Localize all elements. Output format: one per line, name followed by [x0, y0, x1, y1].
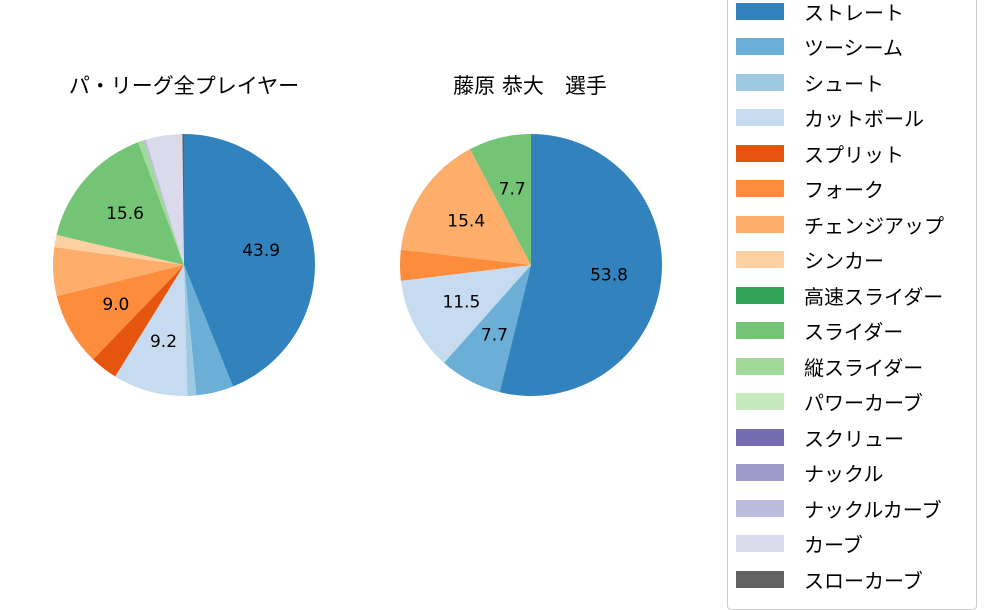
legend-label: 高速スライダー	[804, 284, 944, 309]
right-pie-chart: 53.87.711.515.47.7	[400, 134, 662, 396]
legend-item: ナックル	[736, 461, 884, 486]
legend-label: ストレート	[804, 0, 904, 25]
legend-swatch	[736, 180, 784, 197]
legend-swatch	[736, 535, 784, 552]
pie-slice	[138, 140, 184, 265]
left-chart-title: パ・リーグ全プレイヤー	[68, 74, 300, 98]
slice-value-label: 43.9	[242, 241, 280, 261]
pie-slice	[470, 134, 531, 265]
legend-item: チェンジアップ	[736, 212, 944, 238]
legend: ストレートツーシームシュートカットボール スプリットフォークチェンジアップ シンカー…	[727, 0, 977, 610]
legend-label: シンカー	[804, 249, 884, 273]
legend-item: ナックルカーブ	[736, 496, 942, 522]
legend-item: ストレート	[736, 0, 904, 25]
legend-label: ツーシーム	[804, 36, 903, 60]
legend-label: パワーカーブ	[804, 391, 923, 415]
pie-slice	[56, 142, 184, 265]
legend-label: 縦スライダー	[804, 355, 924, 380]
legend-item: スプリット	[736, 141, 904, 167]
slice-value-label: 9.0	[102, 295, 129, 315]
legend-label: スローカーブ	[804, 568, 923, 593]
legend-item: スクリュー	[736, 425, 904, 451]
pie-slice	[184, 134, 315, 387]
legend-item: パワーカーブ	[736, 390, 923, 415]
pie-slice	[54, 234, 184, 265]
pie-slice	[499, 134, 662, 396]
legend-label: スクリュー	[804, 426, 904, 451]
legend-item: スローカーブ	[736, 567, 923, 593]
legend-label: カットボール	[804, 107, 924, 131]
legend-label: ナックル	[804, 462, 884, 486]
pie-slice	[56, 265, 184, 360]
legend-swatch	[736, 38, 784, 55]
legend-item: シンカー	[736, 248, 884, 273]
pie-slice	[400, 249, 531, 281]
pie-slice	[93, 265, 184, 377]
slice-value-label: 15.6	[106, 204, 144, 224]
slice-value-label: 9.2	[150, 332, 177, 352]
pie-slice	[184, 265, 197, 396]
legend-swatch	[736, 393, 784, 410]
legend-label: チェンジアップ	[804, 213, 944, 238]
legend-swatch	[736, 357, 784, 375]
right-chart-title: 藤原 恭大 選手	[453, 74, 607, 98]
legend-item: カーブ	[736, 532, 863, 557]
pie-slice	[184, 265, 233, 396]
slice-value-label: 7.7	[499, 180, 526, 200]
legend-swatch	[736, 322, 784, 339]
legend-item: スライダー	[736, 319, 904, 344]
pie-charts: 43.99.29.015.6 53.87.711.515.47.7	[53, 134, 662, 396]
legend-item: フォーク	[736, 177, 884, 202]
legend-swatch	[736, 144, 784, 162]
legend-item: シュート	[736, 70, 884, 96]
left-pie-chart: 43.9 9.2 9.0 15.6	[53, 134, 315, 396]
legend-swatch	[736, 286, 784, 304]
legend-swatch	[736, 570, 784, 588]
pie-slice	[145, 134, 184, 265]
legend-swatch	[736, 251, 784, 268]
pie-slice	[400, 265, 531, 363]
slice-value-label: 7.7	[481, 326, 508, 346]
pie-slice	[143, 139, 184, 265]
legend-label: ナックルカーブ	[804, 497, 942, 522]
slice-value-label: 15.4	[447, 211, 485, 231]
slice-value-label: 53.8	[590, 265, 628, 285]
pie-slice	[400, 149, 531, 265]
legend-item: ツーシーム	[736, 35, 903, 60]
legend-label: カーブ	[804, 533, 863, 557]
legend-swatch	[736, 2, 784, 20]
legend-label: スプリット	[804, 142, 904, 167]
pie-slice	[443, 265, 531, 393]
legend-item: 高速スライダー	[736, 283, 944, 309]
slice-value-label: 11.5	[442, 292, 480, 312]
legend-swatch	[736, 428, 784, 446]
pie-slice	[53, 246, 185, 296]
legend-swatch	[736, 464, 784, 481]
legend-label: フォーク	[804, 178, 884, 202]
legend-label: シュート	[804, 71, 884, 96]
legend-swatch	[736, 109, 784, 126]
legend-label: スライダー	[804, 320, 904, 344]
pie-slice	[182, 134, 184, 265]
legend-swatch	[736, 215, 784, 233]
legend-swatch	[736, 499, 784, 517]
legend-item: カットボール	[736, 106, 924, 131]
legend-item: 縦スライダー	[736, 354, 924, 380]
legend-swatch	[736, 73, 784, 91]
pie-slice	[115, 265, 188, 396]
